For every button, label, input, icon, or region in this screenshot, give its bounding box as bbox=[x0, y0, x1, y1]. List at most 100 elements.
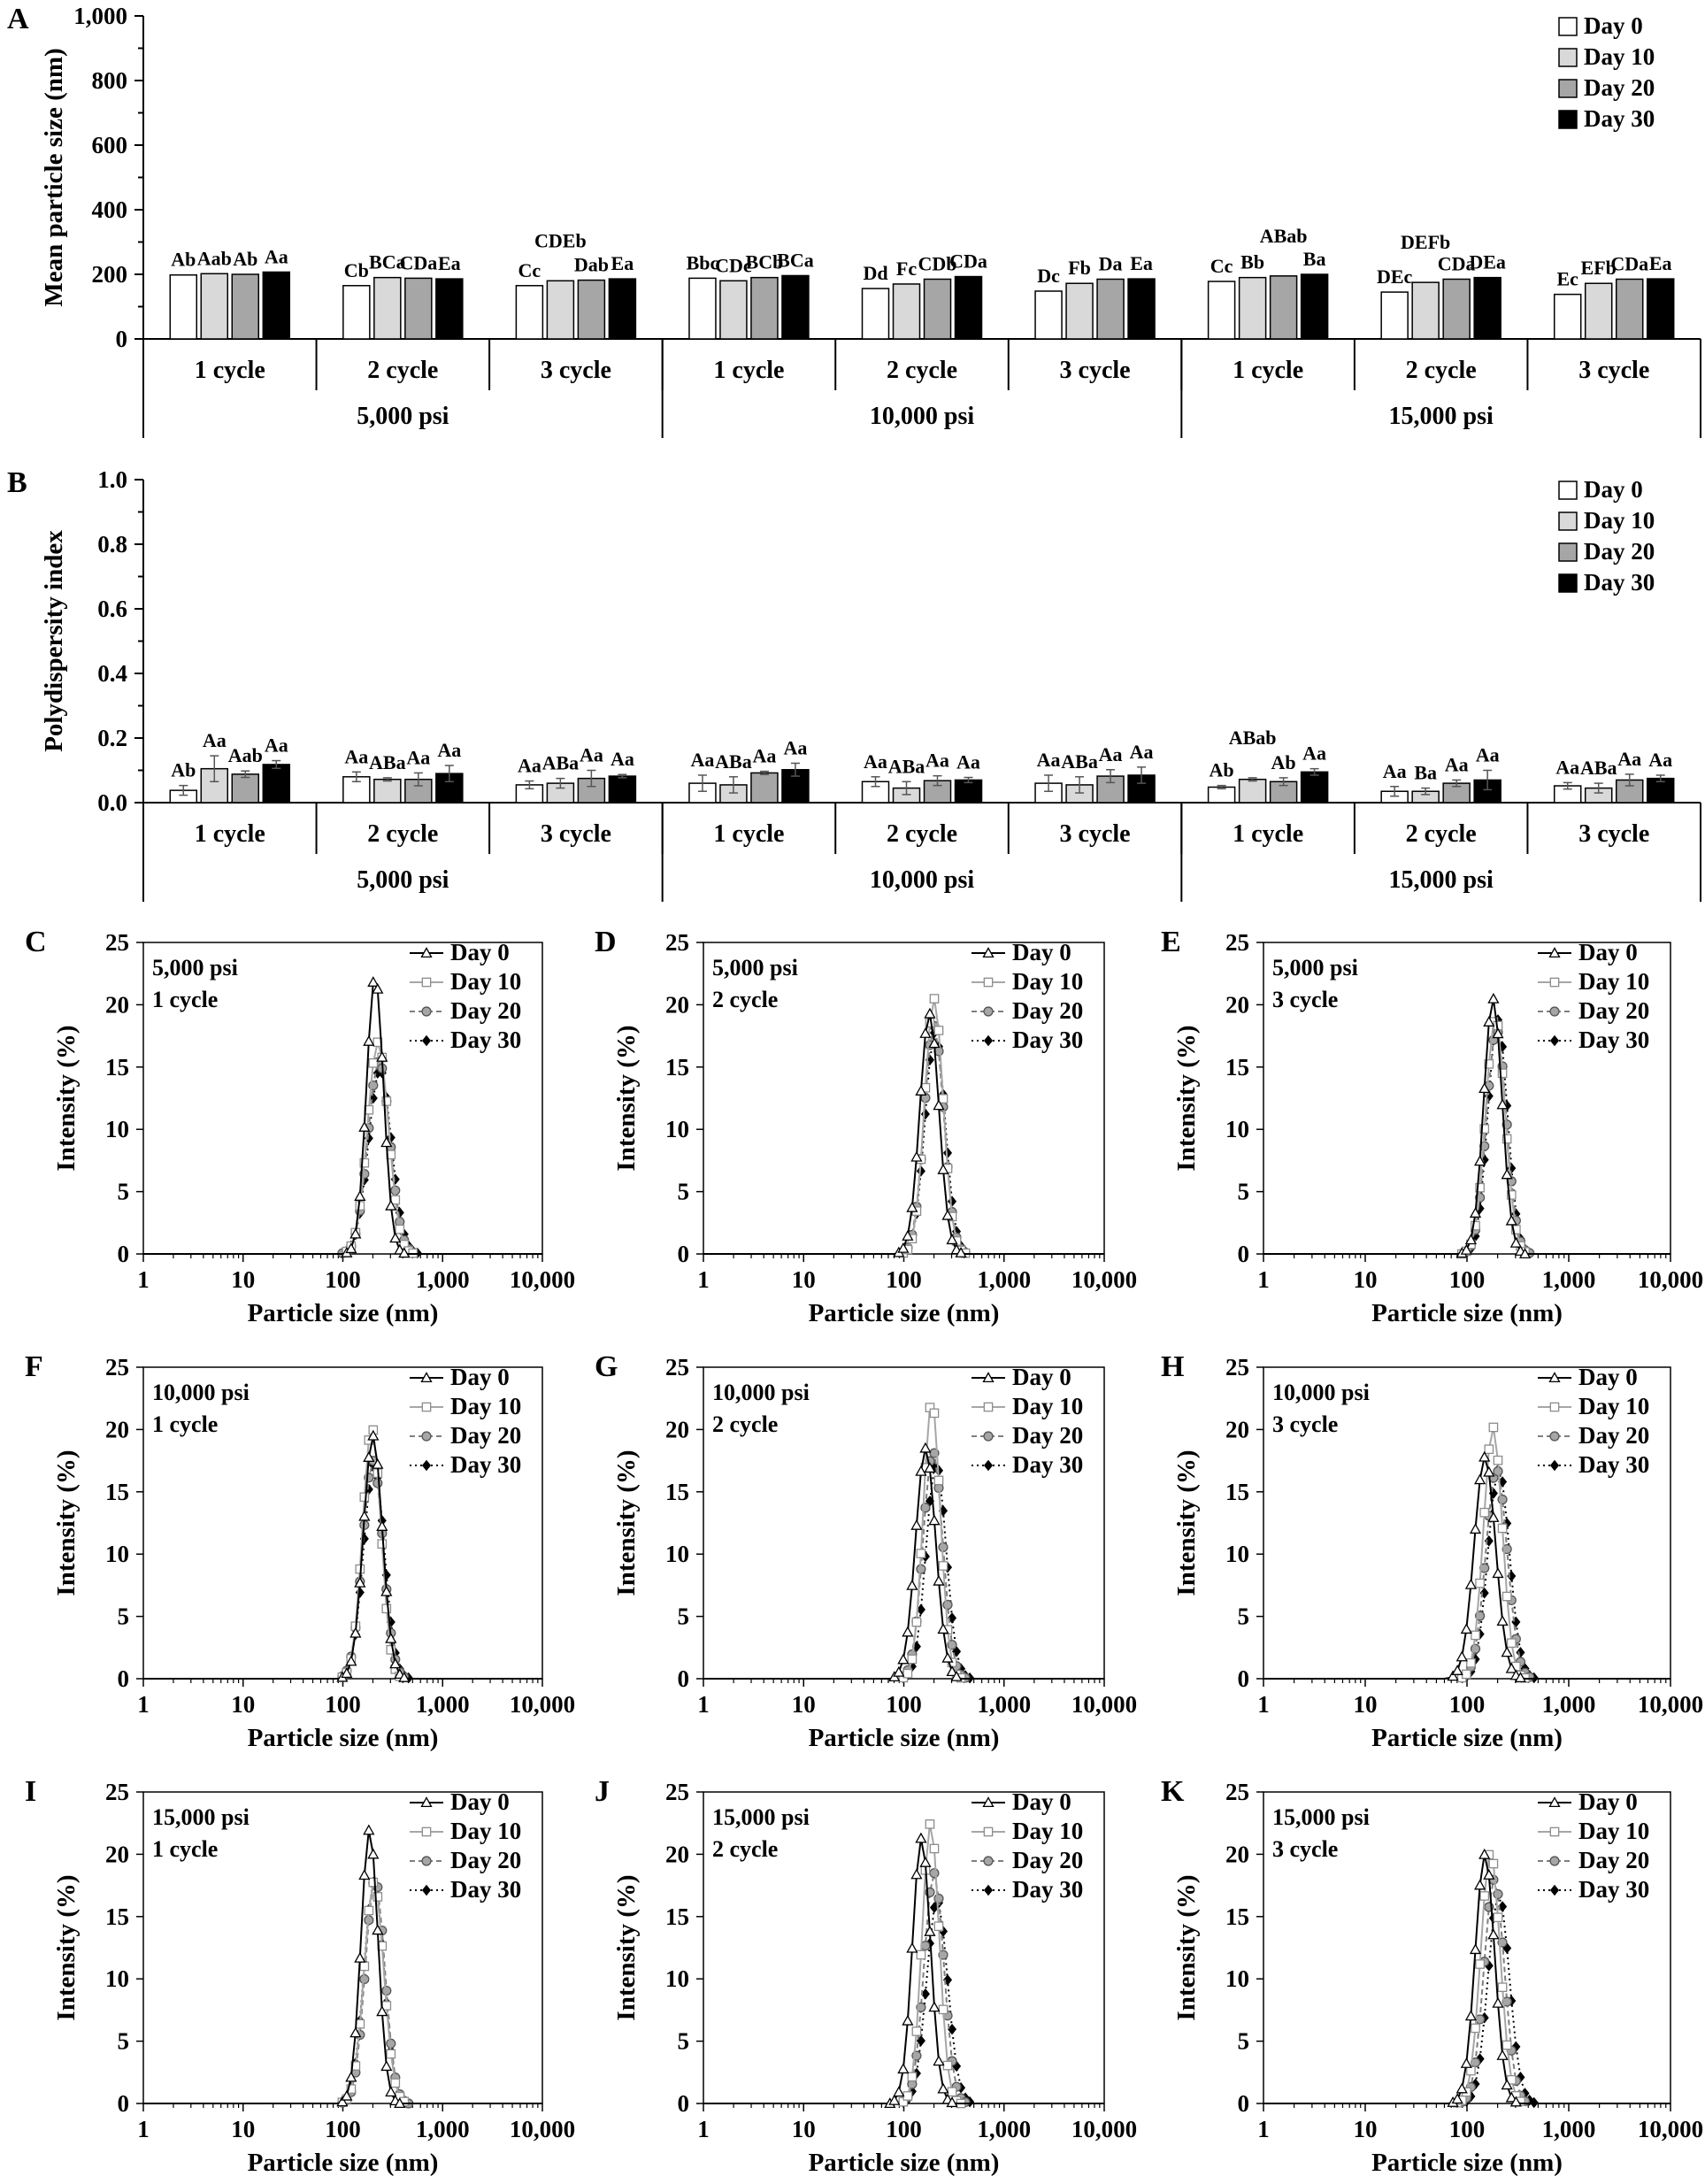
y-tick-label: 20 bbox=[1225, 991, 1249, 1018]
significance-label: Aa bbox=[1555, 756, 1579, 778]
x-tick-label: 100 bbox=[325, 2116, 361, 2142]
significance-label: Fc bbox=[896, 258, 917, 280]
y-tick-label: 0.2 bbox=[97, 725, 127, 751]
data-point bbox=[950, 1670, 963, 1681]
series-line-day-0 bbox=[703, 1448, 1104, 1680]
data-point bbox=[1469, 1207, 1482, 1218]
data-point bbox=[941, 1209, 954, 1220]
series-line-day-0 bbox=[143, 979, 542, 1255]
category-label: 2 cycle bbox=[367, 357, 438, 384]
y-axis-label: Intensity (%) bbox=[612, 1450, 641, 1596]
data-point bbox=[398, 1247, 411, 1258]
data-point bbox=[420, 1372, 433, 1383]
significance-label: Ba bbox=[1414, 762, 1437, 784]
y-tick-label: 20 bbox=[1225, 1416, 1249, 1442]
legend-swatch bbox=[1558, 573, 1578, 593]
data-point bbox=[983, 1402, 994, 1412]
data-point bbox=[902, 1230, 914, 1241]
y-tick-label: 0.8 bbox=[97, 531, 127, 558]
legend-label: Day 20 bbox=[1584, 538, 1655, 565]
y-tick-label: 0 bbox=[1238, 1665, 1250, 1692]
legend-label: Day 20 bbox=[450, 997, 521, 1024]
data-point bbox=[394, 2097, 406, 2109]
panel-H: H 0 5 10 15 20 25 1 10 100 1,000 10,000 Particle siz… bbox=[1161, 1350, 1703, 1752]
legend-swatch bbox=[1558, 511, 1578, 531]
significance-label: Aa bbox=[203, 729, 227, 751]
x-tick-label: 100 bbox=[1449, 1266, 1486, 1293]
y-tick-label: 400 bbox=[92, 196, 128, 223]
legend-label: Day 0 bbox=[450, 1364, 510, 1390]
bar-day-0 bbox=[1553, 293, 1582, 340]
significance-label: Aa bbox=[1037, 749, 1061, 771]
x-tick-label: 1,000 bbox=[416, 1691, 470, 1718]
pressure-inset-label: 10,000 psi bbox=[152, 1380, 250, 1405]
category-label: 3 cycle bbox=[1060, 357, 1131, 384]
y-tick-label: 5 bbox=[678, 1179, 690, 1205]
x-axis-label: Particle size (nm) bbox=[809, 1299, 1000, 1327]
legend-label: Day 0 bbox=[1578, 939, 1638, 965]
category-label: 2 cycle bbox=[887, 820, 957, 848]
y-tick-label: 5 bbox=[118, 1179, 130, 1205]
significance-label: Bbc bbox=[687, 251, 719, 273]
data-point bbox=[1497, 1982, 1508, 1993]
category-label: 1 cycle bbox=[1233, 820, 1303, 848]
data-point bbox=[345, 2071, 357, 2082]
data-point bbox=[919, 1442, 932, 1453]
y-tick-label: 0 bbox=[118, 1241, 130, 1267]
data-point bbox=[893, 1665, 905, 1677]
data-point bbox=[336, 2096, 349, 2107]
legend-label: Day 30 bbox=[450, 1451, 521, 1478]
bar-day-20 bbox=[750, 772, 779, 804]
data-point bbox=[929, 1868, 940, 1879]
significance-label: EFb bbox=[1581, 257, 1617, 279]
data-point bbox=[928, 2001, 941, 2012]
data-point bbox=[1483, 1869, 1495, 1880]
significance-label: Dd bbox=[863, 262, 887, 284]
data-point bbox=[929, 994, 940, 1004]
y-tick-label: 25 bbox=[105, 929, 129, 956]
panel-I: I 0 5 10 15 20 25 1 10 100 1,000 10,000 Particle siz… bbox=[25, 1775, 575, 2177]
x-tick-label: 10,000 bbox=[1638, 1691, 1703, 1718]
x-tick-label: 10 bbox=[1354, 1266, 1378, 1293]
bar-day-20 bbox=[1096, 278, 1125, 340]
cycle-inset-label: 1 cycle bbox=[152, 1836, 218, 1862]
data-point bbox=[924, 1007, 936, 1019]
category-label: 3 cycle bbox=[1578, 357, 1649, 384]
legend-swatch bbox=[1558, 17, 1578, 36]
data-point bbox=[983, 1006, 994, 1017]
data-point bbox=[358, 1510, 371, 1521]
significance-label: Ec bbox=[1556, 268, 1578, 290]
data-point bbox=[929, 1843, 940, 1854]
x-tick-label: 100 bbox=[886, 1266, 922, 1293]
data-point bbox=[380, 1136, 393, 1148]
x-tick-label: 100 bbox=[325, 1691, 361, 1718]
legend-swatch bbox=[1558, 481, 1578, 500]
series-line-day-20 bbox=[1263, 1029, 1670, 1255]
data-point bbox=[1488, 1422, 1499, 1433]
x-tick-label: 1 bbox=[1257, 2116, 1270, 2142]
category-label: 1 cycle bbox=[1233, 357, 1303, 384]
data-point bbox=[1487, 992, 1500, 1004]
category-label: 3 cycle bbox=[541, 820, 611, 848]
significance-label: BCb bbox=[746, 251, 784, 273]
bar-day-30 bbox=[262, 764, 291, 804]
bar-day-10 bbox=[1238, 276, 1267, 340]
legend-label: Day 20 bbox=[450, 1847, 521, 1873]
data-point bbox=[1478, 1082, 1491, 1094]
significance-label: Aa bbox=[1445, 753, 1469, 775]
y-tick-label: 0.6 bbox=[97, 596, 127, 622]
data-point bbox=[349, 1626, 362, 1638]
data-point bbox=[385, 1632, 397, 1643]
data-point bbox=[933, 1099, 945, 1111]
data-point bbox=[907, 1654, 918, 1665]
data-point bbox=[1548, 1372, 1561, 1383]
data-point bbox=[916, 1603, 925, 1616]
panel-letter-D: D bbox=[595, 926, 617, 958]
data-point bbox=[354, 1190, 366, 1201]
y-tick-label: 5 bbox=[678, 2028, 690, 2055]
y-tick-label: 0 bbox=[678, 1241, 690, 1267]
cycle-inset-label: 1 cycle bbox=[152, 1411, 218, 1437]
significance-label: Ab bbox=[171, 759, 196, 781]
data-point bbox=[897, 1242, 910, 1253]
data-point bbox=[1464, 1578, 1478, 1589]
